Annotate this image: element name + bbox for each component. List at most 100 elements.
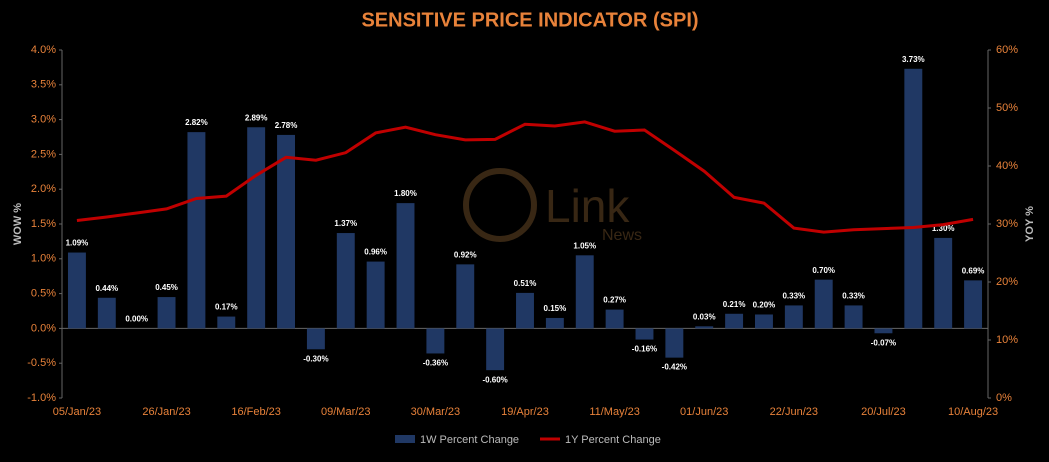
bar <box>874 328 893 334</box>
x-tick-label: 10/Aug/23 <box>948 406 998 418</box>
bar <box>97 297 116 329</box>
bar <box>964 280 983 329</box>
y-tick-label: 2.0% <box>31 183 56 195</box>
data-label: 0.44% <box>95 284 118 293</box>
x-tick-label: 05/Jan/23 <box>53 406 101 418</box>
data-label: 0.00% <box>125 315 148 324</box>
bar <box>755 314 773 329</box>
data-label: 0.96% <box>364 248 387 257</box>
bar <box>844 305 863 329</box>
data-label: 2.78% <box>275 121 298 130</box>
y-tick-label: 0.5% <box>31 288 56 300</box>
y2-tick-label: 20% <box>996 276 1018 288</box>
bar <box>187 132 206 329</box>
legend-swatch <box>395 435 415 443</box>
data-label: -0.42% <box>662 363 687 372</box>
data-label: 0.69% <box>962 266 985 275</box>
x-tick-label: 30/Mar/23 <box>411 406 461 418</box>
y2-axis-title: YOY % <box>1024 206 1036 242</box>
y-tick-label: 2.5% <box>31 148 56 160</box>
y2-tick-label: 50% <box>996 102 1018 114</box>
y-tick-label: 3.0% <box>31 114 56 126</box>
bar <box>725 313 744 329</box>
x-tick-label: 16/Feb/23 <box>231 406 281 418</box>
bar <box>605 309 624 329</box>
bar <box>695 326 714 329</box>
data-label: 1.30% <box>932 224 955 233</box>
bar <box>545 317 564 329</box>
bar <box>904 68 923 329</box>
bar <box>277 134 295 329</box>
y-tick-label: 0.0% <box>31 322 56 334</box>
bar <box>396 203 415 329</box>
y-axis-title: WOW % <box>12 203 24 245</box>
data-label: 0.33% <box>782 292 805 301</box>
bar <box>456 264 475 329</box>
y2-tick-label: 40% <box>996 160 1018 172</box>
bar <box>67 252 86 329</box>
data-label: 0.15% <box>544 304 567 313</box>
bar <box>814 279 833 329</box>
bar <box>575 255 594 329</box>
data-label: 1.37% <box>334 219 357 228</box>
x-tick-label: 19/Apr/23 <box>501 406 549 418</box>
bar <box>157 297 176 329</box>
data-label: 0.51% <box>514 279 537 288</box>
bar <box>336 233 355 329</box>
y2-tick-label: 0% <box>996 392 1012 404</box>
bar <box>516 292 534 329</box>
data-label: 0.21% <box>723 300 746 309</box>
y-tick-label: -0.5% <box>27 357 56 369</box>
bar <box>934 237 953 329</box>
data-label: -0.30% <box>303 354 328 363</box>
y2-tick-label: 10% <box>996 334 1018 346</box>
y-tick-label: 3.5% <box>31 79 56 91</box>
x-tick-label: 09/Mar/23 <box>321 406 371 418</box>
x-tick-label: 01/Jun/23 <box>680 406 728 418</box>
y-tick-label: 4.0% <box>31 44 56 56</box>
bar <box>306 328 325 350</box>
legend-label: 1W Percent Change <box>420 434 519 446</box>
y-tick-label: -1.0% <box>27 392 56 404</box>
data-label: 0.33% <box>842 292 865 301</box>
data-label: -0.07% <box>871 338 896 347</box>
data-label: 1.80% <box>394 189 417 198</box>
data-label: 1.09% <box>66 239 89 248</box>
data-label: -0.36% <box>423 359 448 368</box>
y2-tick-label: 60% <box>996 44 1018 56</box>
data-label: 0.92% <box>454 250 477 259</box>
x-tick-label: 22/Jun/23 <box>770 406 818 418</box>
legend-label: 1Y Percent Change <box>565 434 661 446</box>
data-label: 0.03% <box>693 312 716 321</box>
bar <box>426 328 445 354</box>
data-label: 0.17% <box>215 303 238 312</box>
watermark-text: Link <box>545 180 630 232</box>
x-tick-label: 26/Jan/23 <box>142 406 190 418</box>
data-label: 0.20% <box>753 301 776 310</box>
y-tick-label: 1.5% <box>31 218 56 230</box>
bar <box>247 127 266 329</box>
data-label: 2.89% <box>245 113 268 122</box>
data-label: 3.73% <box>902 55 925 64</box>
data-label: 1.05% <box>573 241 596 250</box>
bar <box>486 328 505 371</box>
bar <box>665 328 684 358</box>
x-tick-label: 20/Jul/23 <box>861 406 906 418</box>
data-label: -0.60% <box>482 375 507 384</box>
data-label: 0.70% <box>812 266 835 275</box>
line <box>76 120 974 234</box>
watermark-logo <box>463 168 537 242</box>
x-tick-label: 11/May/23 <box>589 406 640 418</box>
y2-tick-label: 30% <box>996 218 1018 230</box>
data-label: 0.45% <box>155 283 178 292</box>
watermark-subtext: News <box>602 227 642 244</box>
y-tick-label: 1.0% <box>31 253 56 265</box>
watermark: Link News <box>463 168 642 244</box>
data-label: 0.27% <box>603 296 626 305</box>
bar <box>784 305 803 329</box>
data-label: -0.16% <box>632 345 657 354</box>
bar <box>635 328 654 340</box>
data-label: 2.82% <box>185 118 208 127</box>
chart-title: SENSITIVE PRICE INDICATOR (SPI) <box>361 9 698 31</box>
